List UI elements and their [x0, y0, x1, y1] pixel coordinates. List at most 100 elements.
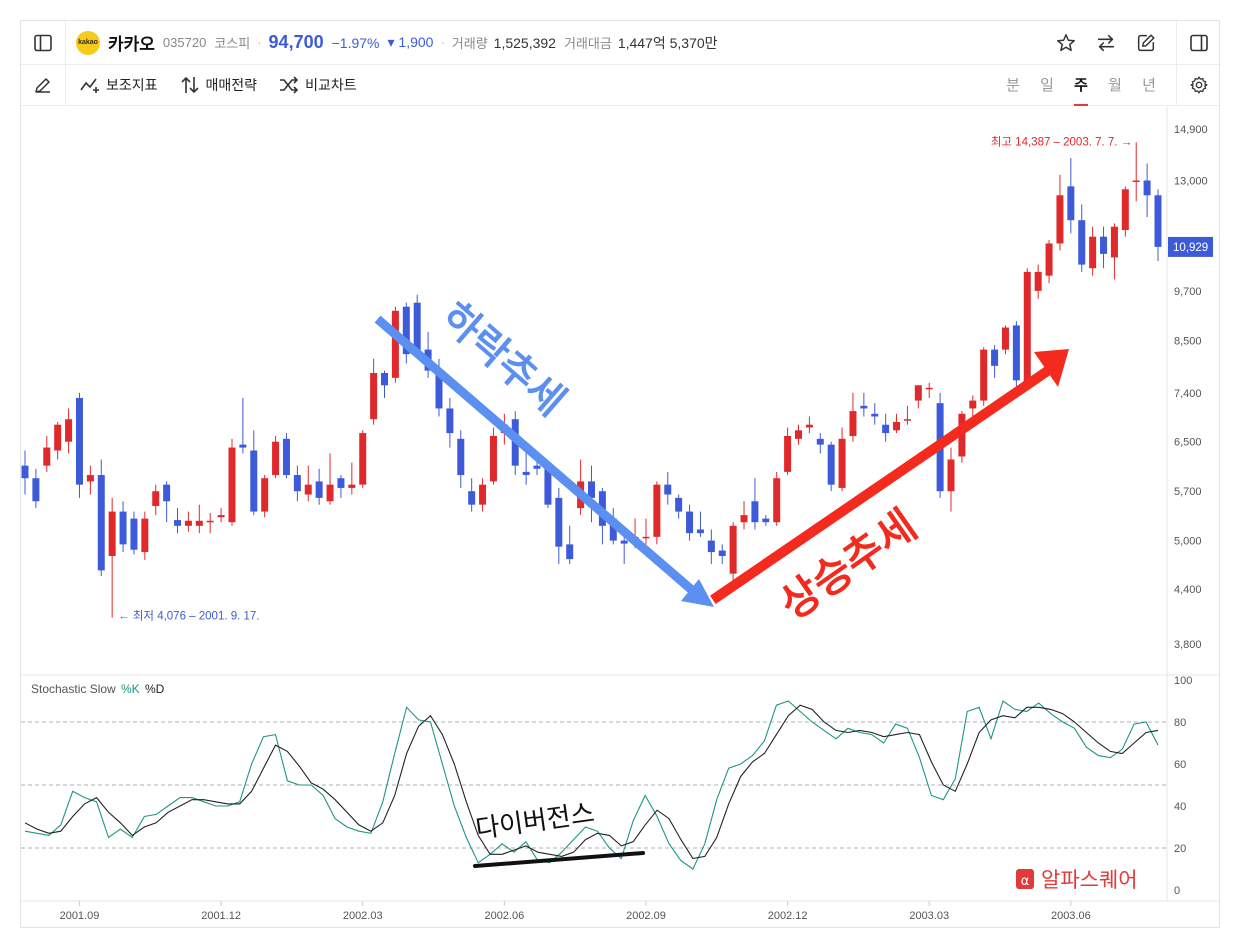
candle-body — [348, 484, 356, 488]
candle-body — [1056, 195, 1064, 244]
volume-label: 거래량 — [451, 36, 488, 51]
gear-icon[interactable] — [1177, 65, 1219, 106]
stock-market: 코스피 — [214, 36, 251, 51]
stochastic-title: Stochastic Slow — [31, 682, 116, 696]
candle-body — [261, 478, 269, 512]
candle-body — [664, 484, 672, 495]
candle-body — [1034, 271, 1042, 291]
star-icon[interactable] — [1046, 21, 1086, 65]
candle-body — [642, 536, 650, 539]
compare-icon — [280, 76, 299, 94]
volume-value: 1,525,392 — [493, 34, 556, 51]
candle-body — [696, 529, 704, 534]
tab-year[interactable]: 년 — [1142, 76, 1156, 94]
candle-body — [707, 540, 715, 553]
divergence-line — [473, 851, 645, 868]
candle-body — [435, 370, 443, 409]
time-tick-label: 2002.03 — [343, 910, 383, 922]
compare-label: 비교차트 — [305, 77, 357, 93]
divider — [65, 64, 66, 106]
candle-body — [108, 511, 116, 556]
candle-body — [1001, 327, 1009, 350]
candle-body — [686, 511, 694, 534]
time-tick-label: 2003.03 — [909, 910, 949, 922]
candle-body — [413, 302, 421, 355]
price-tag-background — [1168, 236, 1213, 257]
candle-body — [762, 518, 770, 523]
divider — [65, 21, 66, 65]
candle-body — [838, 438, 846, 488]
time-tick-label: 2001.12 — [201, 910, 241, 922]
stock-header: kakao 카카오 035720 코스피 · 94,700 −1.97% ▾ 1… — [21, 21, 1219, 65]
candle-body — [217, 515, 225, 518]
price-tick-label: 7,400 — [1174, 388, 1202, 400]
candle-body — [588, 481, 595, 498]
strategy-button[interactable]: 매매전략 — [180, 75, 257, 95]
strategy-icon — [180, 76, 199, 94]
change-percent: −1.97% — [331, 34, 380, 51]
separator-dot: · — [257, 35, 262, 50]
candle-body — [1110, 226, 1118, 258]
divider — [1176, 64, 1177, 106]
candle-body — [1089, 236, 1097, 269]
candle-body — [729, 525, 737, 574]
stochastic-axis: 0 20 40 60 80 100 — [21, 675, 1192, 897]
stochastic-k-label: %K — [121, 682, 140, 696]
candle-body — [337, 478, 345, 488]
candle-body — [457, 438, 465, 476]
candle-body — [947, 459, 955, 492]
stochastic-k-line — [24, 700, 1159, 870]
candle-body — [206, 520, 214, 523]
candle-body — [653, 484, 661, 537]
divergence-label: 다이버전스 — [474, 799, 597, 845]
separator-dot: · — [440, 35, 445, 50]
indicators-label: 보조지표 — [106, 77, 158, 93]
candle-body — [75, 397, 83, 485]
last-price-tag: 10,929 — [1168, 236, 1213, 257]
tab-month[interactable]: 월 — [1108, 76, 1122, 94]
candle-body — [566, 544, 574, 560]
candle-body — [794, 430, 802, 439]
candle-body — [620, 540, 628, 544]
edit-icon[interactable] — [1126, 21, 1166, 65]
candlesticks — [21, 142, 1162, 618]
pen-icon[interactable] — [21, 65, 65, 106]
price-tick-label: 5,000 — [1174, 536, 1202, 548]
sidebar-left-icon[interactable] — [21, 21, 65, 65]
uptrend-label: 상승추세 — [771, 500, 926, 629]
compare-button[interactable]: 비교차트 — [279, 75, 357, 95]
candle-body — [871, 413, 879, 417]
candle-body — [751, 501, 759, 523]
candle-body — [1023, 271, 1031, 383]
price-chart[interactable]: 3,800 4,400 5,000 5,700 6,500 7,400 8,500 9,700… — [21, 21, 1220, 928]
indicators-button[interactable]: 보조지표 — [80, 75, 158, 95]
swap-icon[interactable] — [1086, 21, 1126, 65]
change-amount: ▾ 1,900 — [387, 34, 434, 50]
tab-minute[interactable]: 분 — [1006, 76, 1020, 94]
candle-body — [43, 447, 51, 466]
min-annotation: ← 최저 4,076 – 2001. 9. 17. — [118, 610, 259, 623]
downtrend-arrow-shaft — [374, 315, 700, 598]
candle-body — [293, 475, 301, 492]
watermark-text: 알파스퀘어 — [1041, 868, 1138, 892]
candle-body — [903, 419, 911, 421]
period-tabs: 분 일 주 월 년 — [996, 64, 1219, 106]
current-price: 94,700 — [268, 32, 324, 52]
kakao-logo: kakao — [76, 30, 100, 55]
price-tick-label: 14,900 — [1174, 124, 1208, 136]
stochastic-tick-label: 20 — [1174, 843, 1186, 855]
candle-body — [882, 424, 890, 434]
uptrend-arrow-shaft — [710, 365, 1053, 604]
price-tick-label: 3,800 — [1174, 639, 1202, 651]
stock-name[interactable]: 카카오 — [108, 35, 155, 54]
max-annotation: 최고 14,387 – 2003. 7. 7. → — [991, 135, 1132, 148]
candle-body — [914, 385, 922, 401]
tab-day[interactable]: 일 — [1040, 76, 1054, 94]
candle-body — [304, 484, 312, 495]
candle-body — [1121, 189, 1129, 231]
sidebar-right-icon[interactable] — [1177, 21, 1219, 65]
tab-week[interactable]: 주 — [1064, 65, 1098, 106]
candle-body — [827, 444, 835, 485]
candle-body — [805, 424, 813, 428]
candle-body — [130, 518, 138, 550]
